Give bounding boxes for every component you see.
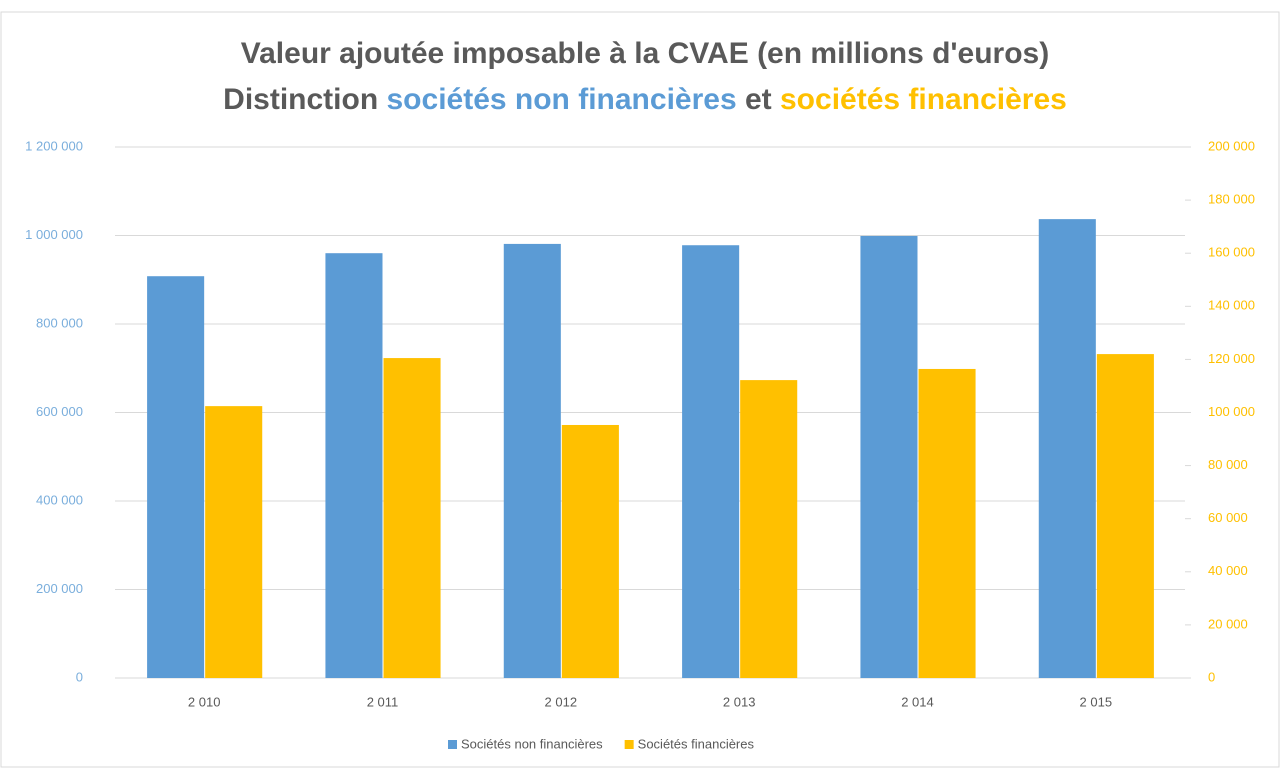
bar (383, 358, 441, 678)
bar (561, 424, 619, 678)
x-tick-label: 2 015 (1080, 694, 1113, 709)
y-tick-label: 400 000 (36, 492, 83, 507)
y2-tick-label: 80 000 (1208, 457, 1248, 472)
bar (1038, 219, 1096, 678)
y-tick-label: 200 000 (36, 581, 83, 596)
bar (918, 368, 976, 678)
x-tick-label: 2 013 (723, 694, 756, 709)
y2-tick-label: 160 000 (1208, 245, 1255, 260)
x-tick-label: 2 014 (901, 694, 934, 709)
legend-label: Sociétés non financières (461, 736, 603, 751)
y2-tick-label: 40 000 (1208, 563, 1248, 578)
y2-tick-label: 120 000 (1208, 351, 1255, 366)
bar (740, 380, 798, 678)
subtitle-part: Distinction (223, 83, 386, 116)
y-tick-label: 1 200 000 (25, 138, 83, 153)
chart-subtitle: Distinction sociétés non financières et … (223, 83, 1067, 116)
y2-tick-label: 0 (1208, 669, 1215, 684)
bar (503, 243, 561, 678)
x-tick-label: 2 010 (188, 694, 221, 709)
y-tick-label: 600 000 (36, 404, 83, 419)
y2-tick-label: 140 000 (1208, 298, 1255, 313)
y2-tick-label: 200 000 (1208, 138, 1255, 153)
y2-tick-label: 100 000 (1208, 404, 1255, 419)
y2-tick-label: 20 000 (1208, 616, 1248, 631)
legend-swatch (624, 740, 634, 749)
x-tick-label: 2 012 (545, 694, 578, 709)
y-tick-label: 800 000 (36, 315, 83, 330)
y-tick-label: 0 (76, 669, 83, 684)
y2-tick-label: 60 000 (1208, 510, 1248, 525)
y-tick-label: 1 000 000 (25, 227, 83, 242)
bar (682, 245, 740, 679)
y2-tick-label: 180 000 (1208, 192, 1255, 207)
legend-swatch (448, 740, 457, 749)
bar (325, 253, 383, 678)
bar (147, 276, 205, 678)
chart-title: Valeur ajoutée imposable à la CVAE (en m… (241, 37, 1049, 70)
bar (205, 406, 263, 678)
subtitle-part: sociétés non financières (387, 83, 737, 116)
subtitle-part: et (737, 83, 780, 116)
bar (860, 235, 918, 678)
bar (1096, 354, 1154, 678)
subtitle-part: sociétés financières (780, 83, 1067, 116)
x-tick-label: 2 011 (367, 694, 399, 709)
legend-label: Sociétés financières (638, 736, 755, 751)
